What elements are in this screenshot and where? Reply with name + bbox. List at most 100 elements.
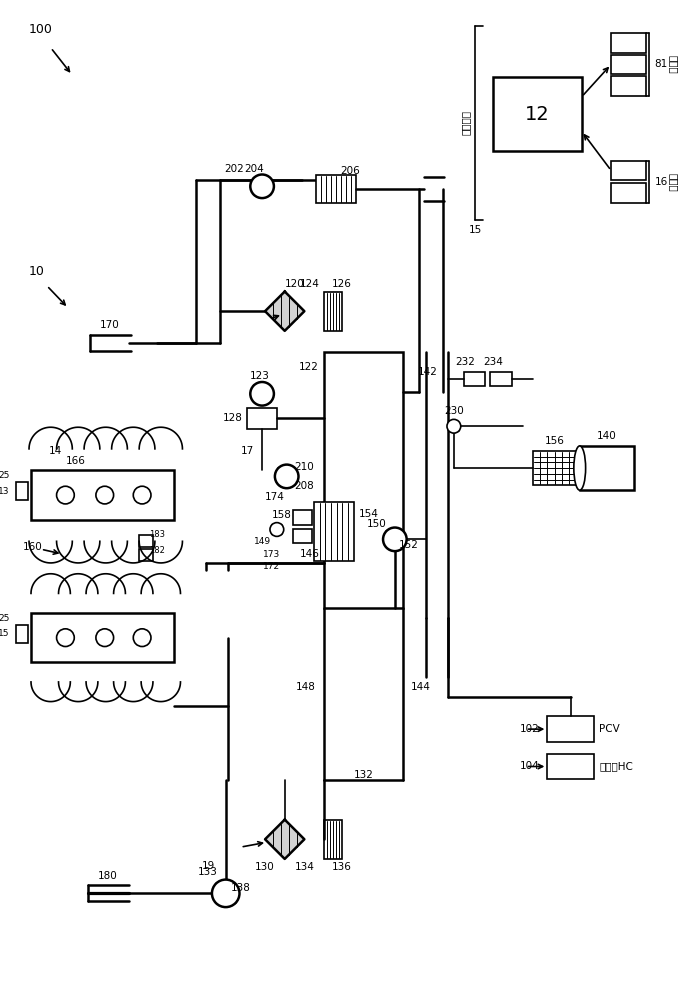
Bar — [490, 372, 512, 386]
Bar — [611, 33, 646, 53]
Text: 126: 126 — [332, 279, 352, 289]
Circle shape — [96, 486, 114, 504]
Text: 130: 130 — [255, 862, 275, 872]
Text: 166: 166 — [65, 456, 85, 466]
Bar — [316, 175, 355, 203]
Text: 19: 19 — [201, 861, 215, 871]
Text: 150: 150 — [368, 519, 387, 529]
Text: 17: 17 — [241, 446, 254, 456]
Text: 12: 12 — [525, 105, 550, 124]
Bar — [464, 372, 486, 386]
Text: 123: 123 — [250, 371, 270, 381]
Text: 吹洗的HC: 吹洗的HC — [599, 761, 634, 771]
Text: 206: 206 — [341, 166, 361, 176]
Text: 120: 120 — [284, 279, 304, 289]
Text: 142: 142 — [417, 367, 437, 377]
Bar — [139, 535, 153, 547]
Polygon shape — [265, 292, 304, 331]
Text: 152: 152 — [399, 540, 419, 550]
Text: 132: 132 — [353, 770, 373, 780]
Bar — [314, 502, 353, 561]
Circle shape — [383, 528, 406, 551]
Bar — [16, 625, 28, 643]
Text: 174: 174 — [265, 492, 284, 502]
Text: 170: 170 — [100, 320, 119, 330]
Text: 104: 104 — [520, 761, 539, 771]
Text: 25: 25 — [0, 614, 10, 623]
Text: 204: 204 — [244, 164, 264, 174]
Bar — [31, 470, 174, 520]
Text: 232: 232 — [456, 357, 475, 367]
Circle shape — [250, 382, 274, 406]
Text: 15: 15 — [469, 225, 482, 235]
Text: 172: 172 — [263, 562, 280, 571]
Text: 133: 133 — [198, 867, 218, 877]
Circle shape — [133, 486, 151, 504]
Bar — [611, 183, 646, 203]
Text: 144: 144 — [411, 682, 430, 692]
Text: 控制系统: 控制系统 — [460, 110, 471, 135]
Bar — [580, 446, 634, 490]
Bar — [293, 529, 312, 543]
Circle shape — [57, 629, 74, 647]
Bar — [611, 55, 646, 74]
Text: 180: 180 — [98, 871, 117, 881]
Text: 16: 16 — [655, 177, 668, 187]
Text: 149: 149 — [254, 537, 271, 546]
Bar — [324, 820, 342, 859]
Circle shape — [275, 465, 299, 488]
Bar — [16, 482, 28, 500]
Text: 140: 140 — [597, 431, 617, 441]
Bar — [547, 716, 595, 742]
Text: 208: 208 — [295, 481, 314, 491]
Bar — [493, 77, 582, 151]
Text: 81: 81 — [655, 59, 668, 69]
Circle shape — [250, 175, 274, 198]
Bar — [611, 161, 646, 180]
Text: 致动器: 致动器 — [668, 55, 678, 74]
Text: 128: 128 — [222, 413, 242, 423]
Text: 160: 160 — [23, 542, 43, 552]
Circle shape — [447, 419, 461, 433]
Circle shape — [133, 629, 151, 647]
Text: 124: 124 — [299, 279, 319, 289]
Text: 158: 158 — [272, 510, 292, 520]
Text: PCV: PCV — [599, 724, 620, 734]
Text: 102: 102 — [520, 724, 539, 734]
Bar — [547, 754, 595, 779]
Text: 15: 15 — [0, 629, 10, 638]
Text: 传感器: 传感器 — [668, 173, 678, 191]
Bar — [324, 352, 402, 608]
Circle shape — [96, 629, 114, 647]
Polygon shape — [265, 820, 304, 859]
Text: 148: 148 — [296, 682, 316, 692]
Text: 138: 138 — [231, 883, 250, 893]
Text: 210: 210 — [295, 462, 314, 472]
Circle shape — [270, 523, 284, 536]
Bar — [139, 549, 153, 561]
Text: 134: 134 — [295, 862, 314, 872]
Bar — [31, 613, 174, 662]
Bar — [293, 510, 312, 525]
Text: 10: 10 — [29, 265, 45, 278]
Bar — [533, 451, 577, 485]
Bar — [611, 76, 646, 96]
Text: 234: 234 — [484, 357, 503, 367]
Circle shape — [212, 880, 239, 907]
Text: 122: 122 — [299, 362, 319, 372]
Text: 136: 136 — [332, 862, 352, 872]
Text: 156: 156 — [545, 436, 565, 446]
Ellipse shape — [574, 446, 586, 490]
Text: 100: 100 — [29, 23, 53, 36]
Text: 154: 154 — [359, 509, 379, 519]
Text: 14: 14 — [48, 446, 62, 456]
Text: 182: 182 — [149, 546, 165, 555]
Text: 146: 146 — [299, 549, 319, 559]
Text: 183: 183 — [149, 530, 165, 539]
Bar — [248, 408, 277, 429]
Text: 173: 173 — [263, 550, 280, 559]
Text: 202: 202 — [224, 164, 244, 174]
Text: 25: 25 — [0, 471, 10, 480]
Circle shape — [57, 486, 74, 504]
Text: 230: 230 — [444, 406, 464, 416]
